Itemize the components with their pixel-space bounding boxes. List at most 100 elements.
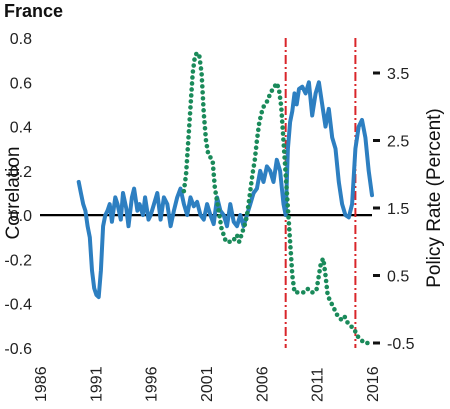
policy-rate-dot — [287, 233, 292, 238]
y-right-tick-label: -0.5 — [387, 336, 415, 353]
policy-rate-dot — [282, 161, 288, 166]
reference-lines — [40, 38, 372, 348]
policy-rate-dot — [221, 231, 226, 237]
policy-rate-dot — [310, 290, 315, 295]
policy-rate-dot — [256, 127, 261, 133]
policy-rate-dot — [181, 188, 187, 194]
policy-rate-dot — [200, 84, 205, 89]
x-tick-label: 2006 — [254, 366, 271, 402]
policy-rate-dot — [211, 178, 217, 183]
x-tick-label: 2016 — [365, 366, 382, 402]
policy-rate-dot — [188, 105, 193, 110]
y-right-tick-labels: 3.5 2.5 1.5 0.5 -0.5 — [373, 66, 415, 353]
policy-rate-dot — [194, 51, 199, 57]
policy-rate-dot — [326, 296, 332, 301]
policy-rate-dot — [201, 114, 207, 119]
y-right-tick-label: 0.5 — [387, 269, 409, 286]
policy-rate-dot — [182, 182, 187, 188]
policy-rate-dot — [184, 164, 189, 170]
policy-rate-dot — [185, 147, 191, 152]
policy-rate-dot — [276, 89, 282, 95]
policy-rate-dot — [231, 236, 237, 242]
policy-rate-dot — [264, 99, 270, 104]
policy-rate-dot — [259, 109, 265, 115]
policy-rate-dot — [185, 153, 190, 158]
policy-rate-dot — [286, 215, 291, 220]
policy-rate-dot — [187, 111, 193, 116]
x-tick-labels: 1986 1991 1996 2001 2006 2011 2016 — [33, 366, 382, 402]
policy-rate-dot — [248, 187, 253, 192]
policy-rate-dot — [248, 181, 254, 186]
policy-rate-dot — [210, 160, 216, 166]
policy-rate-dot — [290, 274, 295, 280]
policy-rate-dot — [278, 101, 284, 106]
policy-rate-dot — [283, 173, 289, 178]
y-left-tick-label: 0.2 — [10, 164, 32, 181]
y-left-tick-label: 0.8 — [10, 31, 32, 48]
policy-rate-dot — [245, 204, 251, 210]
policy-rate-dot — [352, 329, 358, 334]
policy-rate-dot — [203, 131, 208, 137]
policy-rate-dot — [332, 307, 337, 312]
policy-rate-dot — [247, 192, 253, 198]
policy-rate-dot — [213, 190, 218, 195]
policy-rate-dot — [323, 278, 329, 284]
policy-rate-dot — [200, 90, 205, 95]
policy-rate-dot — [349, 324, 354, 330]
policy-rate-dot — [197, 60, 203, 65]
policy-rate-dot — [253, 151, 258, 156]
policy-rate-dot — [294, 290, 300, 295]
policy-rate-dot — [289, 262, 294, 268]
policy-rate-dot — [285, 203, 291, 208]
y-left-tick-label: -0.4 — [4, 297, 32, 314]
policy-rate-dot — [246, 198, 252, 204]
y-right-tick-label: 2.5 — [387, 134, 409, 151]
y-left-tick-label: 0.6 — [10, 75, 32, 92]
policy-rate-dot — [202, 120, 207, 125]
policy-rate-dot — [184, 158, 190, 164]
policy-rate-dot — [288, 256, 294, 262]
policy-rate-dot — [323, 272, 328, 278]
policy-rate-dot — [203, 137, 209, 143]
policy-rate-dot — [279, 113, 285, 118]
x-tick-label: 1986 — [33, 366, 50, 402]
policy-rate-dot — [243, 216, 249, 222]
correlation-series-line — [76, 80, 374, 300]
policy-rate-dot — [211, 172, 217, 178]
policy-rate-dot — [191, 63, 196, 68]
policy-rate-dot — [300, 290, 306, 295]
policy-rate-dot — [238, 233, 244, 239]
policy-rate-dot — [199, 78, 205, 83]
policy-rate-dot — [249, 175, 255, 180]
policy-rate-dot — [280, 125, 285, 130]
policy-rate-dot — [217, 213, 222, 219]
policy-rate-dot — [280, 131, 286, 136]
y-left-tick-label: 0.0 — [10, 208, 32, 225]
policy-rate-dot — [186, 129, 192, 134]
policy-rate-dot — [287, 239, 293, 244]
policy-rate-dot — [316, 274, 321, 280]
policy-rate-dot — [291, 286, 297, 292]
x-tick-label: 1996 — [144, 366, 161, 402]
policy-rate-dot — [214, 196, 219, 201]
policy-rate-dot — [188, 99, 194, 104]
policy-rate-dot — [279, 119, 285, 124]
policy-rate-dot — [279, 107, 284, 112]
y-left-tick-label: -0.6 — [4, 341, 32, 358]
policy-rate-dot — [218, 219, 223, 225]
policy-rate-dot — [289, 268, 295, 274]
policy-rate-dot — [198, 66, 204, 71]
policy-rate-dot — [186, 135, 191, 140]
policy-rate-dot — [338, 316, 344, 322]
policy-rate-dot — [329, 301, 335, 307]
policy-rate-dot — [255, 133, 260, 139]
policy-rate-dot — [334, 312, 340, 318]
policy-rate-dot — [189, 87, 194, 92]
policy-rate-dot — [210, 166, 216, 172]
policy-rate-dot — [286, 227, 292, 232]
policy-rate-dot — [318, 263, 323, 268]
policy-rate-dot — [345, 320, 350, 325]
policy-rate-dot — [244, 210, 250, 216]
policy-rate-dot — [305, 286, 311, 292]
